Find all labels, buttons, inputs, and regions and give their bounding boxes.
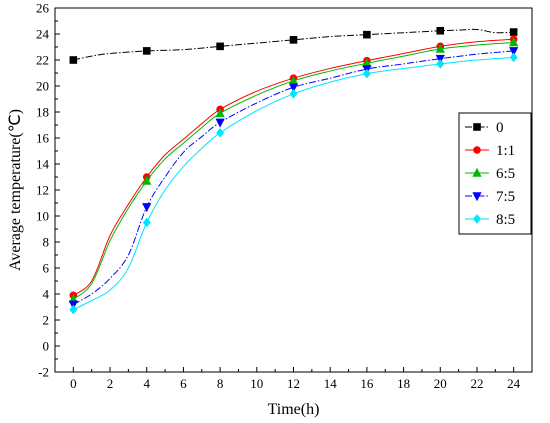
legend-entry: 1:1 (465, 143, 515, 159)
data-point (363, 30, 371, 39)
legend-label: 0 (496, 120, 504, 136)
x-tick-label: 22 (470, 376, 483, 391)
x-tick-label: 14 (324, 376, 338, 391)
data-point (288, 83, 299, 93)
series-1-1 (69, 35, 518, 300)
data-point (215, 108, 225, 118)
y-tick-label: 16 (36, 131, 50, 146)
data-point (69, 304, 78, 315)
x-tick-label: 24 (507, 376, 521, 391)
legend-entry: 7:5 (465, 189, 515, 205)
data-point (289, 36, 298, 44)
x-tick-label: 12 (287, 376, 300, 391)
data-point (289, 89, 298, 99)
y-tick-label: 22 (36, 53, 49, 68)
x-axis-title: Time(h) (268, 401, 320, 418)
y-tick-label: 4 (43, 287, 50, 302)
data-point (509, 47, 519, 57)
y-tick-label: 2 (43, 313, 50, 328)
legend: 0 1:1 6:5 7:5 8:5 (458, 112, 532, 235)
y-tick-label: 0 (43, 339, 50, 354)
data-point (142, 175, 152, 185)
data-point (435, 54, 445, 64)
legend-entry: 8:5 (465, 212, 515, 228)
data-point (142, 203, 152, 213)
x-tick-label: 16 (360, 376, 374, 391)
data-point (68, 300, 78, 310)
y-tick-label: 8 (43, 235, 50, 250)
x-tick-label: 18 (397, 376, 410, 391)
legend-marker (473, 123, 481, 131)
y-tick-label: -2 (38, 365, 49, 380)
series-7-5 (68, 47, 519, 310)
series-6-5 (68, 37, 519, 303)
legend-label: 6:5 (496, 166, 515, 182)
legend-label: 7:5 (496, 189, 515, 205)
series-0 (69, 26, 518, 64)
data-point (215, 118, 225, 128)
x-tick-label: 4 (143, 376, 150, 391)
legend-marker (472, 167, 482, 177)
legend-label: 8:5 (496, 212, 515, 228)
x-tick-label: 20 (434, 376, 447, 391)
data-point (216, 42, 224, 51)
legend-entry: 0 (465, 120, 504, 136)
data-point (362, 68, 371, 79)
series-line (73, 28, 514, 61)
x-tick-label: 6 (180, 376, 187, 391)
x-tick-label: 8 (217, 376, 224, 391)
data-point (436, 26, 445, 35)
data-point (436, 59, 445, 69)
y-tick-label: 26 (36, 1, 50, 16)
legend-marker (472, 192, 482, 202)
y-tick-label: 24 (36, 27, 50, 42)
legend-marker (473, 214, 481, 224)
data-point (509, 28, 518, 36)
legend-label: 1:1 (496, 143, 515, 159)
y-axis-title: Average temperature(℃) (7, 109, 24, 271)
y-tick-label: 6 (43, 261, 50, 276)
data-point (216, 128, 225, 138)
y-tick-label: 18 (36, 105, 49, 120)
data-point (142, 47, 151, 55)
y-tick-label: 12 (36, 183, 49, 198)
x-tick-label: 10 (250, 376, 263, 391)
data-point (69, 56, 78, 64)
x-tick-label: 0 (70, 376, 77, 391)
data-point (509, 52, 518, 63)
y-tick-label: 10 (36, 209, 49, 224)
data-point (509, 37, 519, 47)
legend-marker (473, 146, 481, 154)
y-tick-label: 20 (36, 79, 49, 94)
y-tick-label: 14 (36, 157, 50, 172)
data-point (142, 217, 151, 228)
data-point (435, 43, 445, 53)
x-tick-label: 2 (107, 376, 114, 391)
legend-entry: 6:5 (465, 166, 515, 182)
series-8-5 (69, 52, 518, 315)
